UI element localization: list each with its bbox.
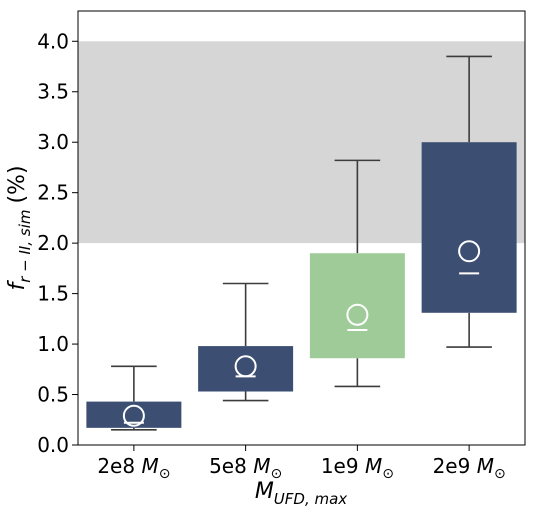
y-tick-label: 2.0 [37,231,69,255]
x-tick-label: 5e8 M⊙ [209,454,282,482]
y-tick-label: 3.5 [37,80,69,104]
x-tick-value: 1e9 [321,454,365,478]
x-tick-label: 2e9 M⊙ [433,454,506,482]
y-tick-label: 0.5 [37,383,69,407]
x-tick-label: 1e9 M⊙ [321,454,394,482]
x-tick-unit: M [365,454,382,478]
boxes-layer [86,55,517,431]
y-axis-ticks: 0.0 0.5 1.0 1.5 2.0 2.5 3.0 3.5 4.0 [37,29,78,457]
plot-frame [77,10,526,446]
y-tick-label: 2.5 [37,181,69,205]
x-tick-unit: M [477,454,494,478]
x-tick-value: 2e8 [97,454,141,478]
x-tick-unit: M [253,454,270,478]
box-iqr [198,346,294,392]
y-axis-label-unit: (%) [5,165,30,203]
y-tick-label: 1.0 [37,332,69,356]
y-tick-label: 4.0 [37,29,69,53]
box-iqr [421,142,517,313]
x-tick-value: 2e9 [433,454,477,478]
x-axis-label-sub: UFD, max [274,490,347,508]
mean-marker [122,404,145,427]
y-tick-label: 1.5 [37,282,69,306]
box-group [86,365,182,431]
y-tick-label: 0.0 [37,433,69,457]
x-tick-unit-sub: ⊙ [270,466,282,482]
x-axis-label-main: M [255,479,274,504]
mean-marker [346,303,369,326]
y-tick-label: 3.0 [37,130,69,154]
x-axis-label: MUFD, max [255,479,347,508]
x-axis-ticks: 2e8 M⊙ 5e8 M⊙ 1e9 M⊙ 2e9 M⊙ [97,445,506,482]
y-axis-label-sub: r − II, sim [16,210,34,283]
mean-marker [458,240,481,263]
box-group [309,159,405,388]
box-group [421,55,517,348]
x-tick-unit-sub: ⊙ [494,466,506,482]
y-axis-label: fr − II, sim (%) [5,165,34,290]
box-group [198,282,294,402]
x-tick-unit-sub: ⊙ [159,466,171,482]
y-axis-label-main: f [5,280,30,291]
x-tick-unit: M [141,454,158,478]
mean-marker [234,355,257,378]
x-tick-unit-sub: ⊙ [382,466,394,482]
x-tick-label: 2e8 M⊙ [97,454,170,482]
x-tick-value: 5e8 [209,454,253,478]
